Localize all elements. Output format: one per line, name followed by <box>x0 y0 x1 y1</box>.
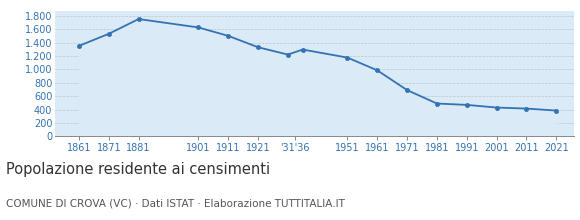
Text: COMUNE DI CROVA (VC) · Dati ISTAT · Elaborazione TUTTITALIA.IT: COMUNE DI CROVA (VC) · Dati ISTAT · Elab… <box>6 198 345 208</box>
Text: Popolazione residente ai censimenti: Popolazione residente ai censimenti <box>6 162 270 177</box>
